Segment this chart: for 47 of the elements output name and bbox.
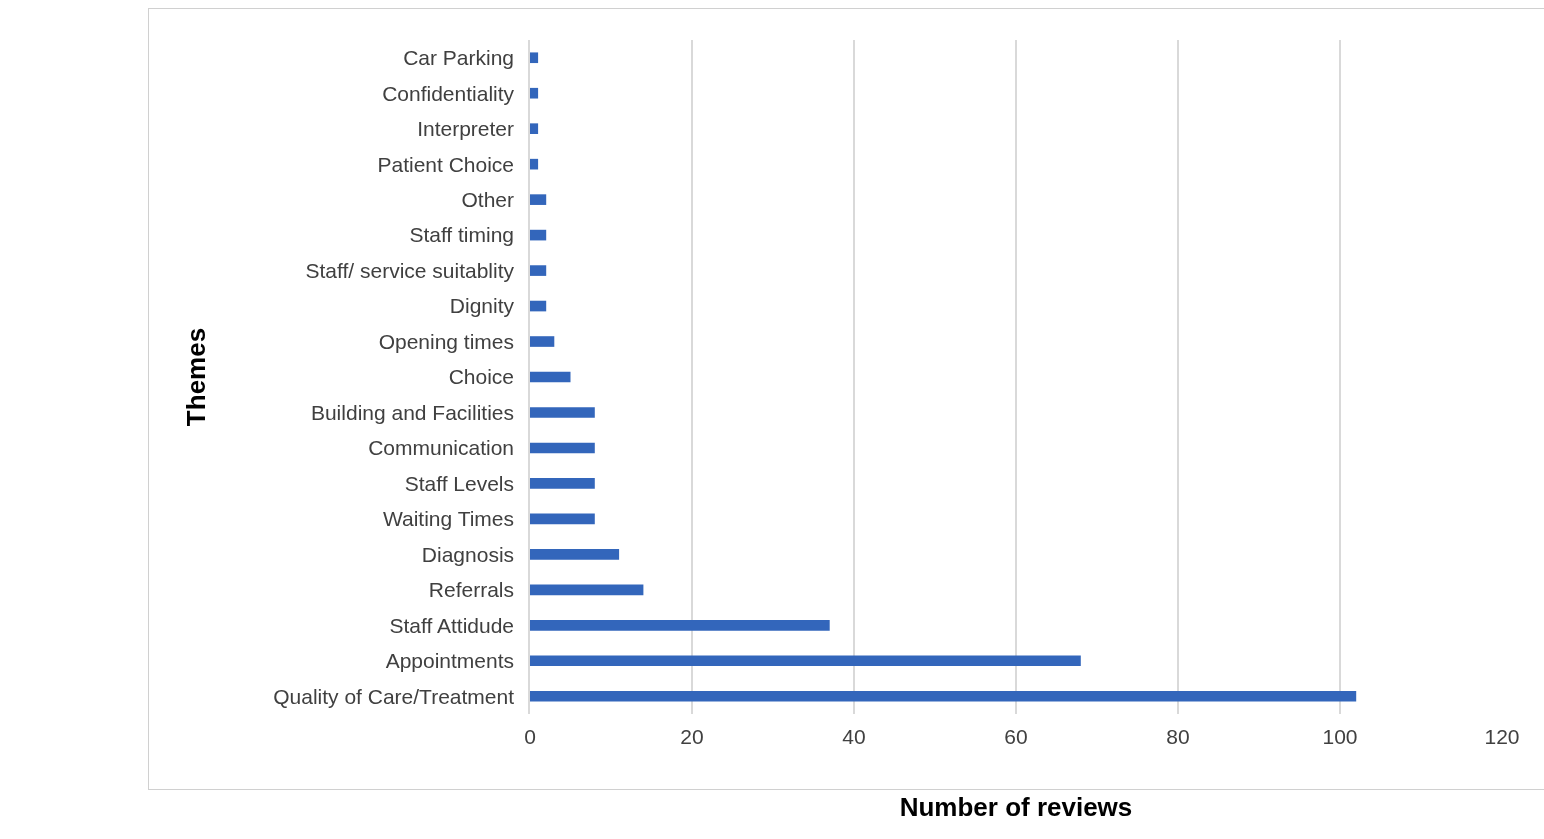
bar <box>530 513 595 525</box>
y-tick-label: Staff/ service suitablity <box>305 258 515 282</box>
x-tick-label: 80 <box>1166 725 1190 748</box>
y-tick-label: Opening times <box>378 329 515 353</box>
y-tick-label: Patient Choice <box>377 152 515 176</box>
y-tick-label: Referrals <box>428 578 515 602</box>
x-tick-label: 40 <box>842 725 866 748</box>
y-tick-label: Diagnosis <box>421 542 515 566</box>
y-tick-label: Car Parking <box>403 46 515 70</box>
bar <box>530 371 571 383</box>
y-tick-label: Staff Levels <box>404 471 515 495</box>
bar <box>530 265 547 276</box>
bar <box>530 690 1357 702</box>
x-tick-label: 120 <box>1484 725 1520 748</box>
y-tick-label: Waiting Times <box>382 507 515 531</box>
y-tick-label: Communication <box>368 436 515 460</box>
x-tick-label: 20 <box>680 725 704 748</box>
y-tick-label: Staff Attidude <box>389 613 515 637</box>
bar <box>530 655 1081 667</box>
y-axis-title: Themes <box>181 327 212 427</box>
y-tick-label: Dignity <box>449 294 515 318</box>
x-tick-label: 0 <box>524 725 536 748</box>
y-tick-label: Staff timing <box>409 223 515 247</box>
bar <box>530 584 644 596</box>
bar <box>530 52 539 64</box>
y-tick-label: Interpreter <box>417 117 515 141</box>
y-tick-label: Quality of Care/Treatment <box>273 684 515 708</box>
bar <box>530 478 595 489</box>
bar <box>530 442 595 454</box>
x-tick-label: 60 <box>1004 725 1028 748</box>
bar <box>530 549 620 560</box>
y-tick-label: Appointments <box>385 649 515 673</box>
bar <box>530 158 539 170</box>
y-tick-label: Confidentiality <box>382 81 515 105</box>
y-tick-label: Other <box>461 187 515 211</box>
y-tick-label: Building and Facilities <box>310 400 515 424</box>
x-axis-title: Number of reviews <box>899 791 1133 822</box>
bar <box>530 407 595 418</box>
bar <box>530 123 539 135</box>
x-tick-label: 100 <box>1322 725 1358 748</box>
bar <box>530 87 539 99</box>
bar <box>530 336 555 347</box>
bar <box>530 619 830 631</box>
y-tick-label: Choice <box>448 365 515 389</box>
bar <box>530 194 547 205</box>
bar <box>530 229 547 241</box>
bar <box>530 300 547 312</box>
